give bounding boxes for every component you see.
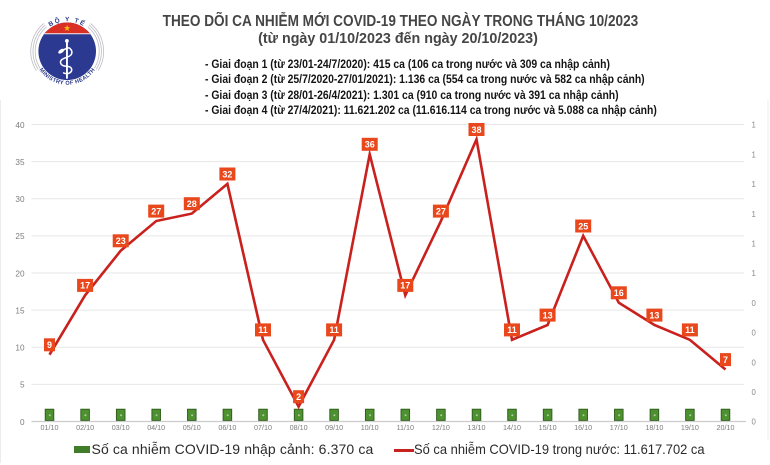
svg-text:11: 11 — [685, 325, 695, 335]
svg-text:0: 0 — [752, 299, 757, 308]
svg-text:10: 10 — [15, 344, 25, 353]
svg-text:27: 27 — [151, 206, 161, 216]
svg-text:0: 0 — [752, 358, 757, 367]
svg-text:2: 2 — [296, 392, 301, 402]
svg-text:13/10: 13/10 — [468, 423, 486, 432]
svg-text:20: 20 — [15, 269, 25, 278]
svg-text:09/10: 09/10 — [325, 423, 343, 432]
svg-text:30: 30 — [15, 195, 25, 204]
svg-text:7: 7 — [723, 355, 728, 365]
svg-text:18/10: 18/10 — [645, 423, 663, 432]
svg-text:27: 27 — [436, 206, 446, 216]
svg-text:40: 40 — [15, 121, 25, 130]
svg-text:16/10: 16/10 — [574, 423, 592, 432]
svg-text:11: 11 — [258, 325, 268, 335]
svg-text:20/10: 20/10 — [717, 423, 735, 432]
svg-text:13: 13 — [543, 310, 553, 320]
svg-text:01/10: 01/10 — [41, 423, 59, 432]
svg-text:0: 0 — [752, 329, 757, 338]
svg-text:15: 15 — [15, 306, 25, 315]
svg-text:11/10: 11/10 — [397, 423, 414, 432]
svg-text:1: 1 — [752, 240, 756, 249]
svg-text:10/10: 10/10 — [361, 423, 379, 432]
svg-text:32: 32 — [222, 169, 232, 179]
svg-text:04/10: 04/10 — [147, 423, 165, 432]
svg-text:0: 0 — [752, 388, 757, 397]
svg-text:5: 5 — [20, 381, 25, 390]
svg-text:BỘ Y TẾ: BỘ Y TẾ — [48, 15, 89, 28]
svg-text:1: 1 — [752, 269, 756, 278]
svg-text:08/10: 08/10 — [290, 423, 308, 432]
svg-text:1: 1 — [752, 210, 756, 219]
svg-text:0: 0 — [20, 418, 25, 427]
svg-text:11: 11 — [329, 325, 339, 335]
svg-text:1: 1 — [752, 121, 756, 130]
svg-text:0: 0 — [752, 418, 757, 427]
svg-text:28: 28 — [187, 199, 197, 209]
svg-text:9: 9 — [47, 340, 52, 350]
svg-text:17: 17 — [80, 281, 90, 291]
svg-text:07/10: 07/10 — [254, 423, 272, 432]
svg-text:36: 36 — [365, 140, 375, 150]
svg-text:35: 35 — [15, 158, 25, 167]
svg-text:14/10: 14/10 — [503, 423, 521, 432]
svg-text:25: 25 — [15, 232, 25, 241]
svg-text:13: 13 — [649, 310, 659, 320]
svg-text:17: 17 — [400, 281, 410, 291]
svg-text:12/10: 12/10 — [432, 423, 450, 432]
svg-text:17/10: 17/10 — [610, 423, 628, 432]
svg-text:05/10: 05/10 — [183, 423, 201, 432]
svg-text:1: 1 — [752, 150, 756, 159]
svg-text:15/10: 15/10 — [539, 423, 557, 432]
svg-text:02/10: 02/10 — [76, 423, 94, 432]
svg-text:11: 11 — [507, 325, 517, 335]
svg-text:19/10: 19/10 — [681, 423, 699, 432]
svg-text:25: 25 — [578, 221, 588, 231]
svg-text:1: 1 — [752, 180, 756, 189]
svg-text:38: 38 — [471, 125, 481, 135]
svg-text:06/10: 06/10 — [218, 423, 236, 432]
svg-text:16: 16 — [614, 288, 624, 298]
svg-text:23: 23 — [116, 236, 126, 246]
svg-text:03/10: 03/10 — [112, 423, 130, 432]
